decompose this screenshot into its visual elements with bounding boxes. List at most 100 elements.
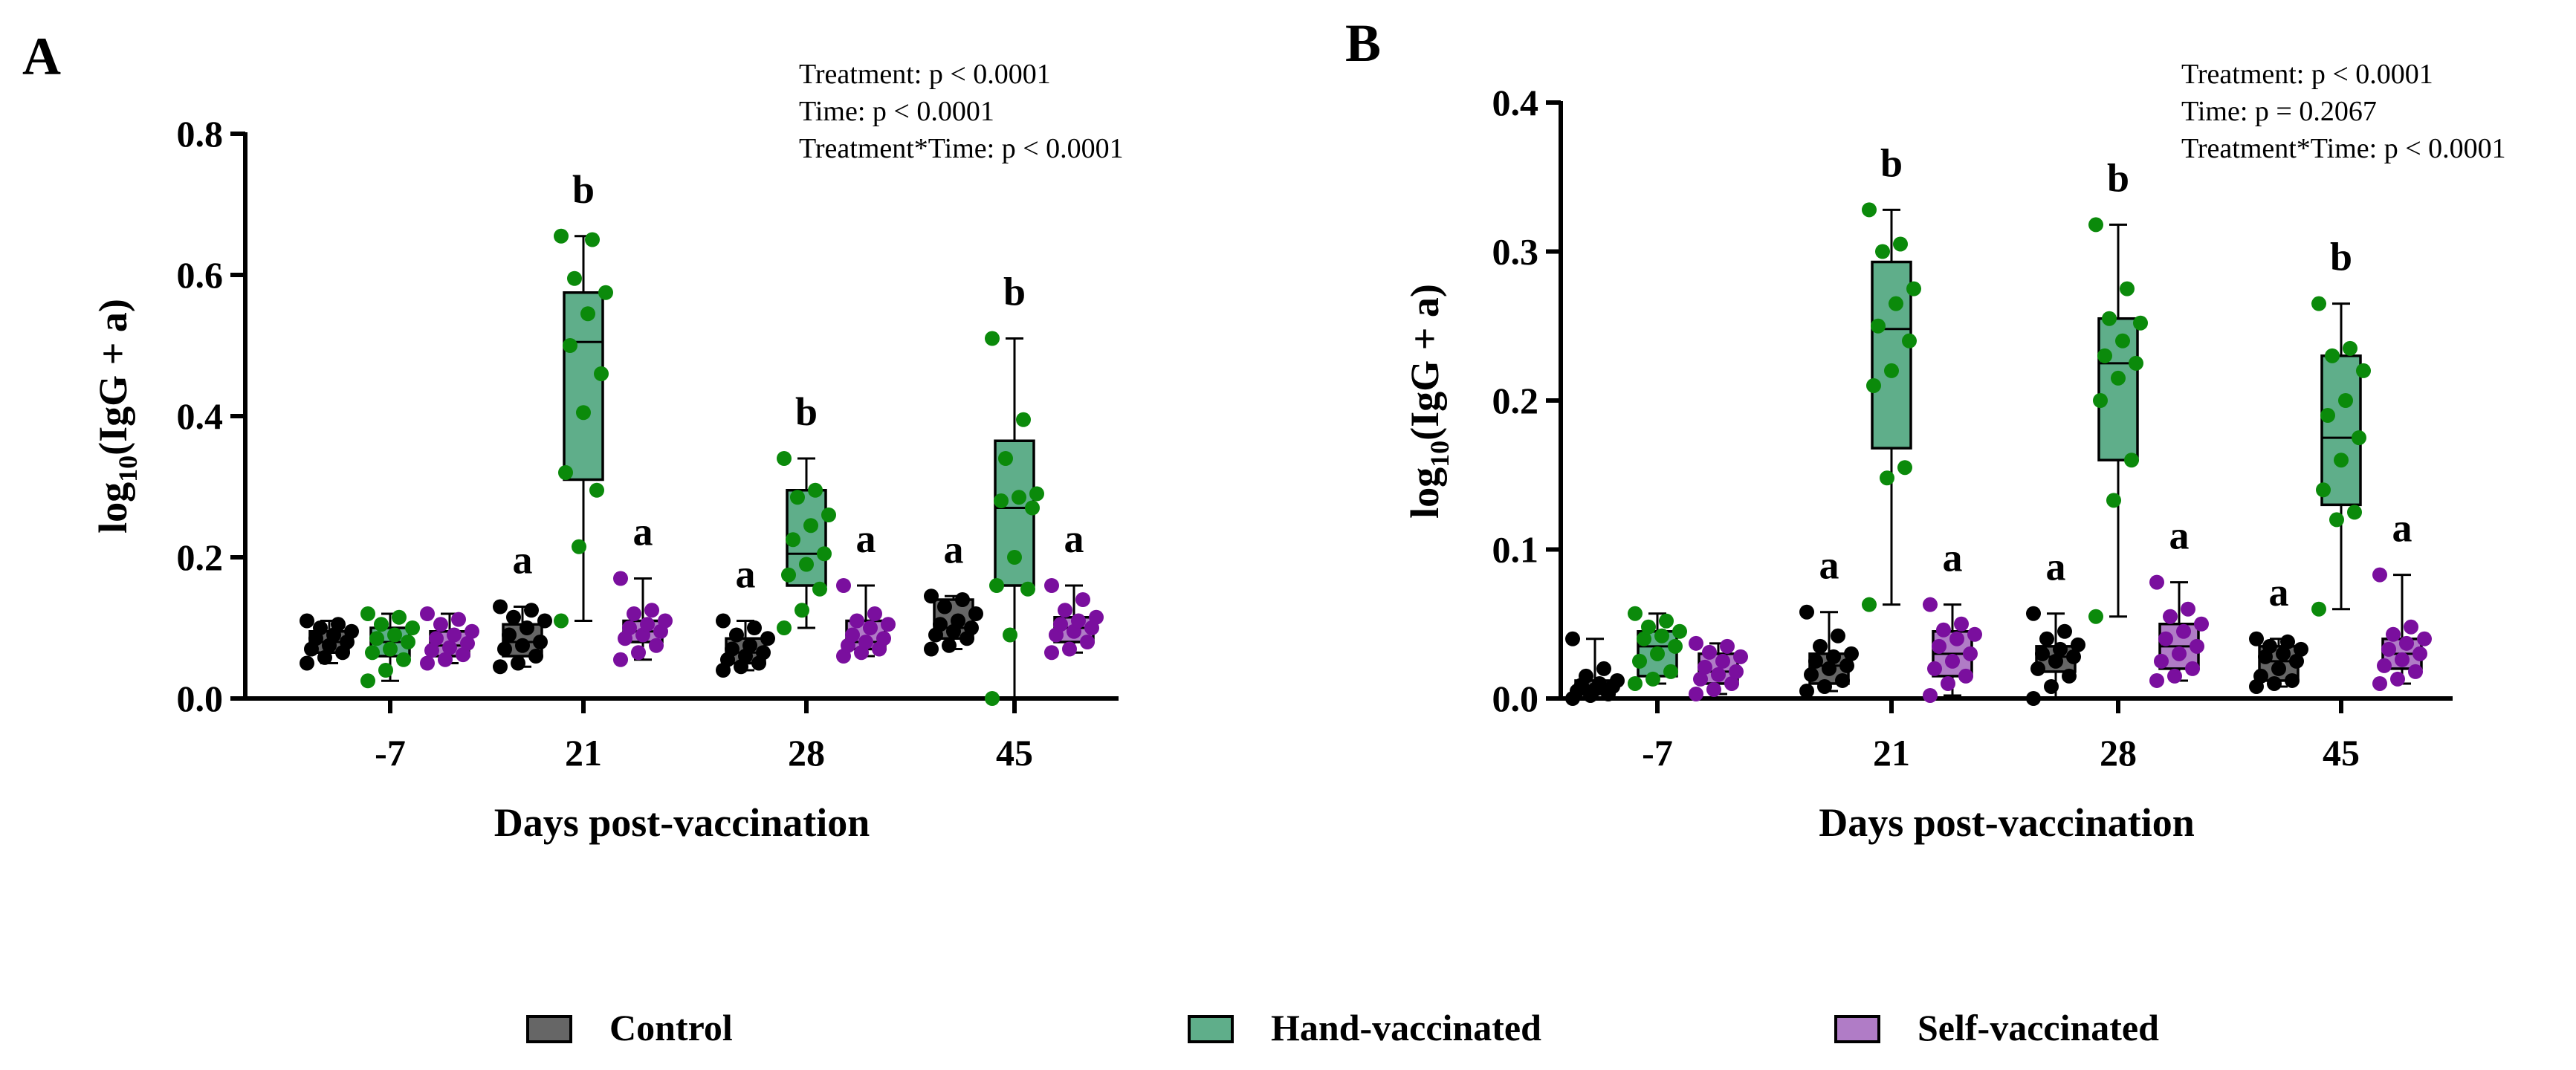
data-point: [790, 490, 805, 505]
data-point: [2030, 661, 2045, 676]
data-point: [850, 613, 864, 629]
data-point: [1720, 638, 1735, 654]
data-point: [1923, 687, 1938, 703]
y-tick-label: 0.2: [1492, 380, 1539, 421]
significance-letter: a: [2046, 545, 2066, 589]
data-point: [1592, 675, 1607, 691]
data-point: [1936, 622, 1951, 638]
data-point: [1080, 635, 1095, 649]
significance-letter: a: [2392, 506, 2412, 551]
data-point: [1025, 500, 1040, 516]
legend-swatch: [1188, 1015, 1234, 1043]
data-point: [424, 643, 439, 658]
data-point: [2026, 691, 2041, 706]
significance-letter: a: [856, 516, 876, 561]
data-point: [1693, 671, 1708, 687]
significance-letter: a: [736, 552, 756, 597]
data-point: [747, 620, 762, 635]
data-point: [1799, 683, 1814, 698]
data-point: [1058, 603, 1072, 618]
data-point: [1044, 645, 1059, 661]
data-point: [515, 638, 530, 653]
data-point: [460, 635, 475, 651]
data-point: [554, 228, 569, 244]
data-point: [1689, 686, 1703, 701]
panel-a-letter: A: [22, 27, 61, 86]
data-point: [447, 627, 462, 643]
data-point: [613, 652, 628, 667]
data-point: [1579, 668, 1593, 684]
data-point: [1835, 672, 1850, 688]
data-point: [622, 620, 637, 635]
data-point: [1654, 628, 1669, 643]
data-point: [420, 655, 435, 671]
x-tick-label: -7: [375, 732, 406, 774]
data-point: [1862, 202, 1877, 218]
data-point: [2253, 668, 2268, 684]
x-tick-label: 28: [2100, 732, 2137, 774]
data-point: [405, 620, 420, 635]
significance-letter: a: [2169, 513, 2190, 558]
data-point: [497, 641, 512, 657]
data-point: [1698, 659, 1712, 675]
data-point: [300, 613, 314, 629]
data-point: [2088, 609, 2103, 624]
data-point: [1866, 377, 1881, 393]
data-point: [2325, 348, 2340, 363]
significance-letter: a: [633, 510, 653, 554]
data-point: [2106, 493, 2121, 508]
data-point: [985, 691, 1000, 706]
data-point: [438, 652, 453, 667]
significance-letter: b: [572, 167, 595, 212]
data-point: [2311, 601, 2326, 617]
data-point: [1945, 653, 1960, 669]
data-point: [1659, 613, 1674, 629]
data-point: [924, 641, 939, 657]
stats-annotation: Treatment: p < 0.0001: [2181, 59, 2433, 90]
data-point: [1628, 675, 1643, 691]
box-iqr: [563, 291, 604, 482]
data-point: [1844, 646, 1859, 661]
legend-swatch: [526, 1015, 572, 1043]
y-tick-label: 0.4: [177, 395, 224, 437]
data-point: [576, 405, 591, 421]
data-point: [1668, 638, 1683, 654]
y-axis-label: log10(IgG + a): [1402, 284, 1454, 519]
data-point: [756, 645, 771, 661]
data-point: [2329, 512, 2344, 528]
legend-label: Control: [609, 1007, 733, 1048]
data-point: [989, 578, 1004, 593]
significance-letter: b: [2330, 235, 2352, 279]
data-point: [1672, 623, 1687, 639]
data-point: [1932, 638, 1946, 654]
data-point: [2404, 619, 2418, 635]
data-point: [1596, 661, 1611, 676]
data-point: [968, 606, 983, 621]
data-point: [863, 620, 878, 635]
stats-annotation: Time: p < 0.0001: [799, 96, 994, 127]
panel-b-letter: B: [1345, 13, 1381, 73]
data-point: [1906, 281, 1921, 296]
data-point: [2044, 678, 2059, 694]
data-point: [585, 232, 600, 247]
data-point: [951, 613, 965, 629]
data-point: [1880, 470, 1894, 486]
data-point: [1610, 672, 1625, 688]
data-point: [1020, 581, 1035, 597]
data-point: [433, 617, 448, 632]
data-point: [374, 617, 389, 632]
data-point: [2294, 641, 2308, 657]
x-axis-label: Days post-vaccination: [1819, 800, 2195, 845]
data-point: [1641, 619, 1656, 635]
data-point: [1007, 550, 1022, 565]
data-point: [2071, 637, 2085, 652]
data-point: [2372, 567, 2387, 583]
data-point: [2395, 652, 2410, 667]
data-point: [1963, 646, 1978, 661]
data-point: [1897, 460, 1912, 476]
data-point: [1733, 649, 1748, 664]
data-point: [716, 613, 731, 629]
data-point: [580, 306, 595, 322]
data-point: [799, 557, 814, 572]
data-point: [1702, 644, 1717, 660]
